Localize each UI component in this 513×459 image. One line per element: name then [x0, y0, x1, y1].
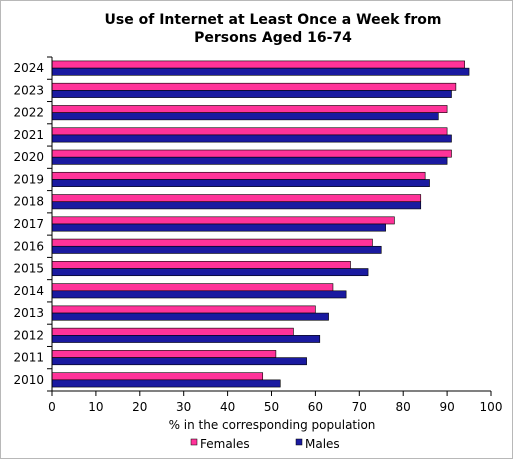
x-tick-label-60: 60	[308, 400, 323, 414]
bar-males-2011	[51, 357, 307, 366]
y-tick-label-2024: 2024	[13, 61, 44, 75]
y-tick-label-2021: 2021	[13, 128, 44, 142]
bar-females-2022	[51, 105, 448, 113]
legend-swatch-females	[190, 438, 198, 446]
x-tick-label-20: 20	[132, 400, 147, 414]
bar-females-2013	[51, 305, 316, 314]
y-tick-label-2023: 2023	[13, 83, 44, 97]
y-tick-label-2011: 2011	[13, 351, 44, 365]
bar-males-2015	[51, 268, 369, 277]
y-tick-label-2013: 2013	[13, 306, 44, 320]
x-tick-label-90: 90	[439, 400, 454, 414]
y-tick-label-2022: 2022	[13, 106, 44, 120]
legend-label-males: Males	[305, 437, 340, 451]
y-tick-label-2019: 2019	[13, 172, 44, 186]
legend: Females Males	[190, 437, 340, 451]
bar-males-2018	[51, 201, 422, 210]
x-tick-label-100: 100	[480, 400, 503, 414]
x-tick-label-50: 50	[264, 400, 279, 414]
bar-males-2010	[51, 379, 281, 388]
legend-label-females: Females	[200, 437, 250, 451]
plot-area: 2024 2023 2022 2021 2020 2019 2018 2017 2016 2015…	[13, 56, 503, 414]
bar-males-2020	[51, 156, 448, 165]
x-tick-label-30: 30	[176, 400, 191, 414]
bar-females-2016	[51, 238, 373, 247]
bar-males-2014	[51, 290, 347, 299]
bar-males-2022	[51, 112, 439, 121]
y-tick-label-2012: 2012	[13, 328, 44, 342]
y-tick-label-2015: 2015	[13, 262, 44, 276]
bar-females-2011	[51, 350, 277, 358]
y-tick-label-2020: 2020	[13, 150, 44, 164]
bar-males-2023	[51, 90, 452, 98]
x-axis-label: % in the corresponding population	[169, 418, 376, 432]
bar-males-2021	[51, 134, 452, 143]
x-tick-label-80: 80	[396, 400, 411, 414]
chart-title-line-1: Use of Internet at Least Once a Week fro…	[105, 12, 442, 28]
y-tick-label-2010: 2010	[13, 373, 44, 387]
legend-swatch-males	[295, 438, 303, 446]
bar-females-2018	[51, 194, 422, 203]
y-tick-label-2018: 2018	[13, 195, 44, 209]
y-tick-label-2014: 2014	[13, 284, 44, 298]
bar-females-2014	[51, 283, 334, 292]
bar-females-2020	[51, 149, 452, 158]
bar-males-2016	[51, 245, 382, 254]
bar-females-2015	[51, 261, 351, 269]
bar-females-2012	[51, 327, 294, 336]
x-tick-label-10: 10	[88, 400, 103, 414]
bar-females-2023	[51, 82, 457, 91]
y-tick-label-2016: 2016	[13, 239, 44, 253]
bar-males-2012	[51, 335, 321, 343]
bar-males-2019	[51, 179, 430, 187]
bar-females-2010	[51, 372, 264, 381]
y-tick-label-2017: 2017	[13, 217, 44, 231]
bar-males-2024	[51, 67, 470, 76]
bar-males-2017	[51, 223, 386, 232]
x-tick-label-0: 0	[48, 400, 56, 414]
x-tick-label-40: 40	[220, 400, 235, 414]
chart-title-line-2: Persons Aged 16-74	[194, 30, 352, 46]
bar-females-2021	[51, 127, 448, 136]
bar-females-2024	[51, 60, 465, 69]
bar-females-2017	[51, 216, 395, 225]
x-tick-label-70: 70	[352, 400, 367, 414]
bar-males-2013	[51, 312, 329, 321]
bar-females-2019	[51, 171, 426, 180]
